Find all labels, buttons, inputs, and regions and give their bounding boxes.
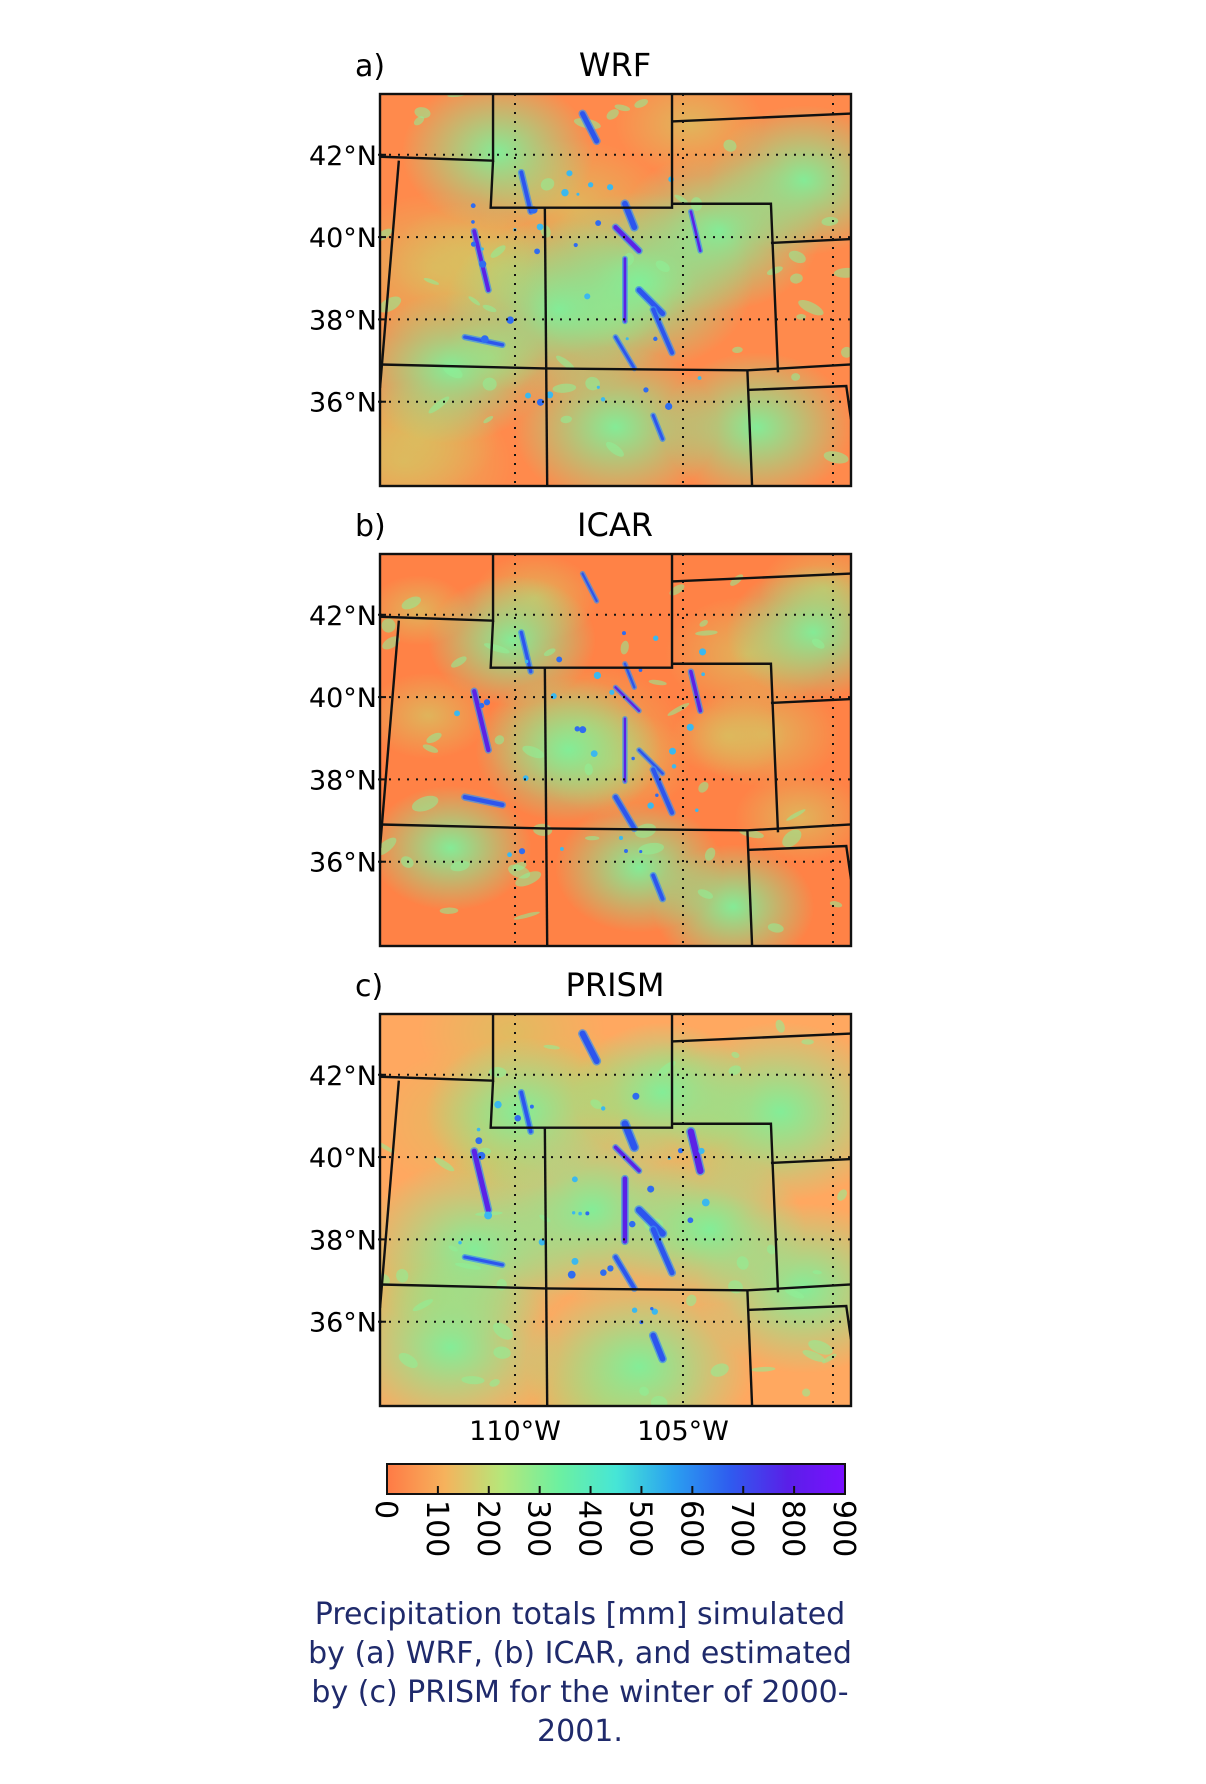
lon-label: 105°W xyxy=(637,1416,729,1447)
colorbar-tick-label: 700 xyxy=(724,1500,759,1557)
precip-field-a xyxy=(380,94,851,486)
colorbar-tick-label: 300 xyxy=(521,1500,556,1557)
panel-letter-c: c) xyxy=(355,969,383,1004)
figure-caption: Precipitation totals [mm] simulated by (… xyxy=(308,1597,852,1749)
colorbar-tick-label: 0 xyxy=(368,1500,403,1519)
lat-label: 38°N xyxy=(309,1225,377,1256)
colorbar-tick-label: 900 xyxy=(826,1500,861,1557)
lat-label: 40°N xyxy=(309,223,377,254)
colorbar-bar xyxy=(386,1463,846,1495)
map-frame-c xyxy=(378,1012,853,1408)
lat-label: 42°N xyxy=(309,141,377,172)
colorbar-tick-label: 800 xyxy=(775,1500,810,1557)
lat-label: 38°N xyxy=(309,305,377,336)
precip-field-b xyxy=(380,554,851,946)
colorbar-tick-label: 400 xyxy=(572,1500,607,1557)
panel-title-c: PRISM xyxy=(566,966,665,1004)
map-frame-a xyxy=(378,92,853,488)
precip-field-c xyxy=(380,1014,851,1406)
lat-label: 42°N xyxy=(309,601,377,632)
colorbar-tick-label: 600 xyxy=(673,1500,708,1557)
lon-label: 110°W xyxy=(469,1416,561,1447)
map-panel-c: c) PRISM 42°N 40°N 38°N 36°N 110°W 105°W xyxy=(309,966,853,1447)
panel-letter-b: b) xyxy=(355,509,386,544)
panel-letter-a: a) xyxy=(355,49,385,84)
lat-label: 36°N xyxy=(309,1308,377,1339)
lat-label: 38°N xyxy=(309,765,377,796)
colorbar-tick-label: 100 xyxy=(419,1500,454,1557)
map-frame-b xyxy=(378,552,853,948)
lat-label: 40°N xyxy=(309,1143,377,1174)
map-panel-b: b) ICAR 42°N 40°N 38°N 36°N xyxy=(309,506,853,948)
colorbar-tick-label: 200 xyxy=(470,1500,505,1557)
colorbar: 0 100 200 300 400 500 600 700 800 900 xyxy=(368,1463,861,1557)
lat-label: 36°N xyxy=(309,388,377,419)
lat-label: 36°N xyxy=(309,848,377,879)
panel-title-a: WRF xyxy=(579,46,651,84)
colorbar-tick-label: 500 xyxy=(622,1500,657,1557)
lat-label: 40°N xyxy=(309,683,377,714)
map-panel-a: a) WRF 42°N 40°N 38°N 36°N xyxy=(309,46,853,488)
panel-title-b: ICAR xyxy=(577,506,653,544)
lat-label: 42°N xyxy=(309,1061,377,1092)
